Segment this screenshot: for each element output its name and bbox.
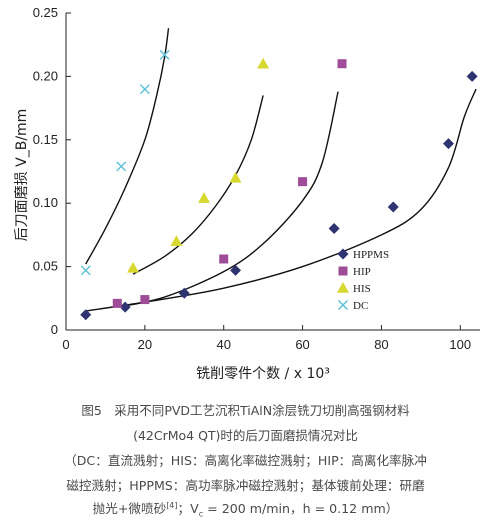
caption-line-4: 磁控溅射；HPPMS：高功率脉冲磁控溅射；基体镀前处理：研磨	[66, 478, 425, 493]
legend: HPPMS HIP HIS DC	[337, 248, 389, 312]
data-points	[80, 49, 478, 321]
point-hppms	[119, 301, 131, 313]
x-tick-label: 100	[449, 337, 471, 352]
point-hppms	[230, 264, 242, 276]
x-tick-label: 80	[374, 337, 388, 352]
point-hip	[140, 295, 150, 305]
point-hppms	[328, 223, 340, 235]
point-hip-legend	[338, 266, 348, 276]
point-dc	[139, 84, 150, 95]
legend-label-dc: DC	[353, 300, 368, 312]
point-his	[229, 171, 242, 183]
point-hppms	[466, 70, 478, 82]
caption-line-1: 图5 采用不同PVD工艺沉积TiAlN涂层铣刀切削高强钢材料	[81, 403, 410, 418]
point-his-legend	[337, 282, 349, 293]
point-hip	[219, 254, 229, 264]
caption-subscript: c	[198, 509, 204, 519]
point-hppms	[442, 138, 454, 150]
x-tick-label: 40	[216, 337, 230, 352]
y-tick-label: 0.15	[33, 132, 58, 147]
y-tick-label: 0.20	[33, 68, 58, 83]
wear-chart: 0 0.05 0.10 0.15 0.20 0.25 0 20 40 60 80 100 HPPMS…	[14, 5, 480, 382]
point-hppms	[80, 309, 92, 321]
x-axis-ticks: 0 20 40 60 80 100	[62, 325, 471, 352]
point-his	[198, 192, 210, 203]
y-axis-ticks: 0 0.05 0.10 0.15 0.20 0.25	[33, 5, 71, 337]
trend-curves	[85, 28, 477, 312]
caption-line-3: （DC：直流溅射；HIS：高离化率磁控溅射；HIP：高离化率脉冲	[64, 453, 427, 468]
point-his	[257, 57, 270, 69]
point-hip	[112, 298, 122, 308]
y-tick-label: 0.25	[33, 5, 58, 20]
legend-label-his: HIS	[353, 283, 371, 295]
point-dc	[159, 49, 170, 60]
point-dc-legend	[338, 300, 348, 310]
point-hip	[298, 177, 308, 187]
point-dc	[116, 161, 127, 172]
trend-line-hppms	[85, 88, 477, 312]
point-hppms	[178, 287, 190, 299]
caption-line-5-part-c: = 200 m/min，h = 0.12 mm）	[203, 501, 399, 516]
y-tick-label: 0	[51, 322, 58, 337]
legend-label-hip: HIP	[353, 266, 371, 278]
y-tick-label: 0.10	[33, 195, 58, 210]
point-dc	[80, 265, 91, 276]
point-hip	[337, 59, 347, 69]
legend-label-hppms: HPPMS	[353, 249, 389, 261]
point-hppms	[387, 201, 399, 213]
trend-line-dc	[85, 28, 170, 265]
x-tick-label: 0	[62, 337, 69, 352]
x-tick-label: 60	[295, 337, 309, 352]
plot-frame	[65, 13, 480, 331]
trend-line-hip	[117, 91, 339, 308]
y-axis-title: 后刀面磨损 V_B/mm	[14, 109, 30, 242]
x-axis-title: 铣削零件个数 / x 10³	[196, 366, 330, 382]
point-his	[170, 235, 183, 247]
point-hppms-legend	[337, 248, 349, 260]
caption-line-5: 抛光+微喷砂[4]；Vc = 200 m/min，h = 0.12 mm）	[4, 496, 487, 527]
caption-line-5-part-b: ；V	[177, 501, 199, 516]
caption-reference: [4]	[166, 500, 178, 510]
y-tick-label: 0.05	[33, 259, 58, 274]
y-axis-title-text: 后刀面磨损 V_B/mm	[14, 109, 30, 242]
trend-line-his	[132, 95, 264, 275]
x-tick-label: 20	[138, 337, 152, 352]
caption-line-2: (42CrMo4 QT)时的后刀面磨损情况对比	[133, 428, 358, 443]
caption-line-5-part-a: 抛光+微喷砂	[92, 501, 167, 516]
point-his	[127, 261, 140, 273]
